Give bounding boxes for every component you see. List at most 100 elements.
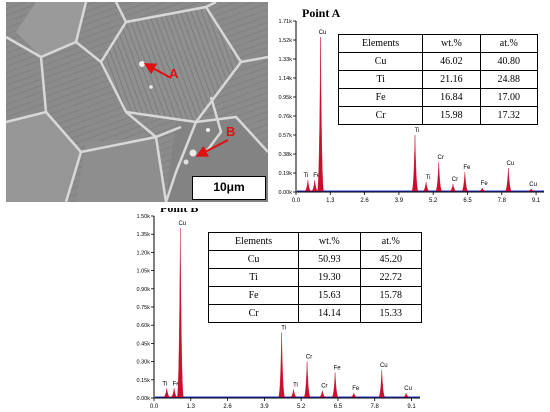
y-tick-label: 1.52k [279,38,293,44]
table-cell: 17.32 [479,106,539,125]
peak-label: Cu [529,182,537,188]
peak-label: Cu [380,363,388,369]
spectrum-peak [304,179,312,192]
marker-label-a: A [169,66,179,81]
table-cell: Ti [337,70,424,89]
peak-label: Ti [281,325,286,331]
peak-label: Cu [319,30,327,36]
spectrum-peak [317,36,324,192]
scale-bar: 10μm [192,176,266,200]
table-cell: 15.98 [422,106,481,125]
x-tick-label: 7.8 [498,198,507,204]
table-cell: Cu [207,250,300,269]
table-row: Cu 46.02 40.80 [337,52,539,71]
spectrum-peak [527,188,535,192]
table-cell: 24.88 [479,70,539,89]
x-tick-label: 1.3 [187,404,196,410]
composition-table-point-b: Elements wt.% at.% Cu 50.93 45.20 Ti 19.… [207,232,423,323]
y-tick-label: 0.76k [279,114,293,120]
peak-label: Fe [463,165,471,171]
peak-label: Cr [321,384,327,390]
marker-label-b: B [226,124,236,139]
scale-bar-label: 10μm [213,180,245,194]
x-tick-label: 5.2 [297,404,306,410]
x-tick-label: 2.6 [360,198,369,204]
table-cell: 40.80 [479,52,539,71]
spectrum-peak [311,179,318,192]
spectrum-peak [278,332,286,398]
peak-label: Cr [306,355,312,361]
spectrum-peak [422,181,430,192]
table-cell: Cr [337,106,424,125]
table-header: wt.% [298,232,361,251]
table-cell: 16.84 [422,88,481,107]
chart-title: Point B [160,208,198,215]
table-header: Elements [337,34,424,53]
y-tick-label: 1.50k [137,214,151,220]
x-tick-label: 9.1 [407,404,416,410]
table-cell: Fe [207,286,300,305]
peak-label: Cu [404,386,412,392]
y-tick-label: 0.19k [279,171,293,177]
composition-table-point-a: Elements wt.% at.% Cu 46.02 40.80 Ti 21.… [337,34,539,125]
table-cell: 46.02 [422,52,481,71]
table-cell: Ti [207,268,300,287]
table-header: Elements [207,232,300,251]
table-cell: Fe [337,88,424,107]
table-row: Cr 14.14 15.33 [207,304,423,323]
peak-label: Cu [178,221,186,227]
table-row: Fe 16.84 17.00 [337,88,539,107]
peak-label: Fe [313,173,321,179]
table-cell: 50.93 [298,250,361,269]
y-tick-label: 0.75k [137,305,151,311]
x-tick-label: 6.5 [334,404,343,410]
x-tick-label: 1.3 [326,198,335,204]
y-tick-label: 0.30k [137,360,151,366]
spectrum-chart-point-b: Point B 0.00k 0.15k 0.30k 0.45k 0.60k 0.75k 0.9… [137,208,420,410]
y-tick-label: 1.33k [279,57,293,63]
table-header-row: Elements wt.% at.% [207,232,423,251]
spectrum-peak [303,361,311,398]
table-header-row: Elements wt.% at.% [337,34,539,53]
table-cell: 45.20 [359,250,423,269]
spectrum-peak [331,372,339,398]
table-row: Ti 21.16 24.88 [337,70,539,89]
spectrum-peak [435,161,443,192]
y-tick-label: 0.95k [279,95,293,101]
spectrum-peak [479,187,486,192]
table-row: Fe 15.63 15.78 [207,286,423,305]
table-header: wt.% [422,34,481,53]
table-cell: 19.30 [298,268,361,287]
y-tick-label: 0.57k [279,133,293,139]
spectrum-peak [505,167,512,192]
peak-label: Fe [481,181,489,187]
spectrum-peak [378,370,386,398]
x-tick-label: 6.5 [463,198,472,204]
table-cell: 17.00 [479,88,539,107]
spectrum-peak [170,388,178,398]
sem-micrograph: A B 10μm [5,0,269,203]
y-tick-label: 0.90k [137,287,151,293]
y-tick-label: 0.60k [137,323,151,329]
peak-label: Ti [303,173,308,179]
table-row: Ti 19.30 22.72 [207,268,423,287]
table-cell: 14.14 [298,304,361,323]
y-tick-label: 1.20k [137,250,151,256]
x-tick-label: 7.8 [371,404,380,410]
spectrum-peak [163,388,170,398]
spectrum-peak [402,392,410,398]
x-tick-label: 0.0 [292,198,301,204]
x-tick-label: 0.0 [150,404,159,410]
peak-label: Ti [162,381,167,387]
table-cell: 22.72 [359,268,423,287]
table-cell: Cu [337,52,424,71]
y-tick-label: 1.71k [279,19,293,25]
x-tick-label: 3.9 [260,404,269,410]
peak-label: Ti [293,383,298,389]
spectrum-chart-point-a: Point A 0.00k 0.19k 0.38k 0.57k 0.76k 0.95k 1.1… [279,6,544,204]
y-tick-label: 0.15k [137,378,151,384]
spectrum-peak [319,390,326,398]
spectrum-peak [350,392,358,398]
x-tick-label: 5.2 [429,198,438,204]
spectrum-peak [176,228,184,398]
